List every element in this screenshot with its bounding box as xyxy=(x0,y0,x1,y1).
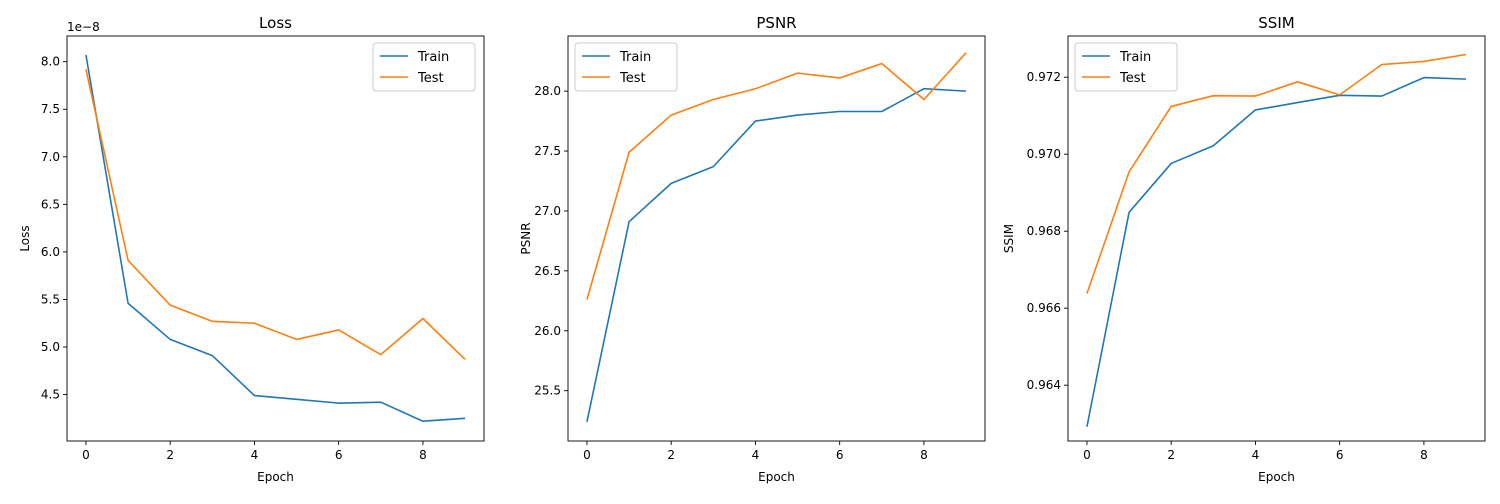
subplot-1: PSNR 0 2 4 6 8 25.5 26.0 26.5 27.0 27.5 28.0 Epoch PS… xyxy=(519,14,986,484)
legend-label-test: Test xyxy=(619,71,646,86)
legend: Train Test xyxy=(574,42,678,92)
legend-label-train: Train xyxy=(1119,50,1151,65)
series-line-train xyxy=(85,54,466,423)
axes-frame xyxy=(66,35,485,442)
x-tick-label: 4 xyxy=(1252,448,1260,462)
y-tick-label: 27.0 xyxy=(534,204,561,218)
y-tick-label: 6.5 xyxy=(41,197,60,211)
y-axis-label: Loss xyxy=(18,225,32,251)
legend-frame xyxy=(574,42,678,92)
x-axis-label: Epoch xyxy=(257,470,294,484)
x-tick-label: 0 xyxy=(1083,448,1091,462)
y-axis-label: PSNR xyxy=(519,222,533,254)
x-tick-label: 8 xyxy=(920,448,928,462)
legend-frame xyxy=(1074,42,1178,92)
x-axis-label: Epoch xyxy=(758,470,795,484)
legend-label-test: Test xyxy=(1119,71,1146,86)
y-tick-label: 6.0 xyxy=(41,245,60,259)
y-tick-label: 26.0 xyxy=(534,324,561,338)
x-tick-label: 0 xyxy=(583,448,591,462)
series-line-train xyxy=(586,87,967,422)
axes-frame xyxy=(567,35,986,442)
x-tick-label: 6 xyxy=(335,448,343,462)
y-tick-label: 26.5 xyxy=(534,264,561,278)
x-tick-label: 6 xyxy=(836,448,844,462)
series-line-train xyxy=(1086,76,1467,427)
subplot-2: SSIM 0 2 4 6 8 0.964 0.966 0.968 0.970 0.972 Epoch S… xyxy=(1002,14,1486,484)
x-tick-label: 8 xyxy=(1420,448,1428,462)
x-tick-label: 2 xyxy=(166,448,174,462)
x-tick-label: 6 xyxy=(1336,448,1344,462)
y-tick-label: 5.5 xyxy=(41,292,60,306)
x-tick-label: 2 xyxy=(667,448,675,462)
x-axis-label: Epoch xyxy=(1258,470,1295,484)
x-tick-label: 2 xyxy=(1167,448,1175,462)
chart-title: PSNR xyxy=(756,14,796,32)
chart-title: Loss xyxy=(259,14,292,32)
y-tick-label: 0.966 xyxy=(1027,301,1061,315)
legend-label-train: Train xyxy=(417,50,449,65)
series-line-test xyxy=(1086,53,1467,294)
x-tick-label: 8 xyxy=(419,448,427,462)
subplot-0: Loss 0 2 4 6 8 4.5 5.0 5.5 6.0 6.5 7.0 7.5 8.0 Epoch Lo… xyxy=(18,14,485,484)
y-tick-label: 0.968 xyxy=(1027,224,1061,238)
y-tick-label: 8.0 xyxy=(41,55,60,69)
y-tick-label: 7.5 xyxy=(41,102,60,116)
y-tick-label: 7.0 xyxy=(41,150,60,164)
y-tick-label: 0.972 xyxy=(1027,70,1061,84)
legend: Train Test xyxy=(372,42,476,92)
axes-frame xyxy=(1067,35,1486,442)
x-tick-label: 0 xyxy=(82,448,90,462)
legend-label-train: Train xyxy=(619,50,651,65)
y-tick-label: 4.5 xyxy=(41,388,60,402)
y-tick-label: 0.970 xyxy=(1027,147,1061,161)
x-tick-label: 4 xyxy=(251,448,259,462)
legend: Train Test xyxy=(1074,42,1178,92)
legend-frame xyxy=(372,42,476,92)
offset-label: 1e−8 xyxy=(67,20,100,34)
series-line-test xyxy=(586,52,967,300)
x-tick-label: 4 xyxy=(752,448,760,462)
series-line-test xyxy=(85,69,466,360)
chart-title: SSIM xyxy=(1258,14,1294,32)
y-tick-label: 25.5 xyxy=(534,384,561,398)
y-tick-label: 27.5 xyxy=(534,144,561,158)
y-axis-label: SSIM xyxy=(1002,224,1016,253)
y-tick-label: 0.964 xyxy=(1027,378,1061,392)
legend-label-test: Test xyxy=(417,71,444,86)
y-tick-label: 28.0 xyxy=(534,84,561,98)
y-tick-label: 5.0 xyxy=(41,340,60,354)
